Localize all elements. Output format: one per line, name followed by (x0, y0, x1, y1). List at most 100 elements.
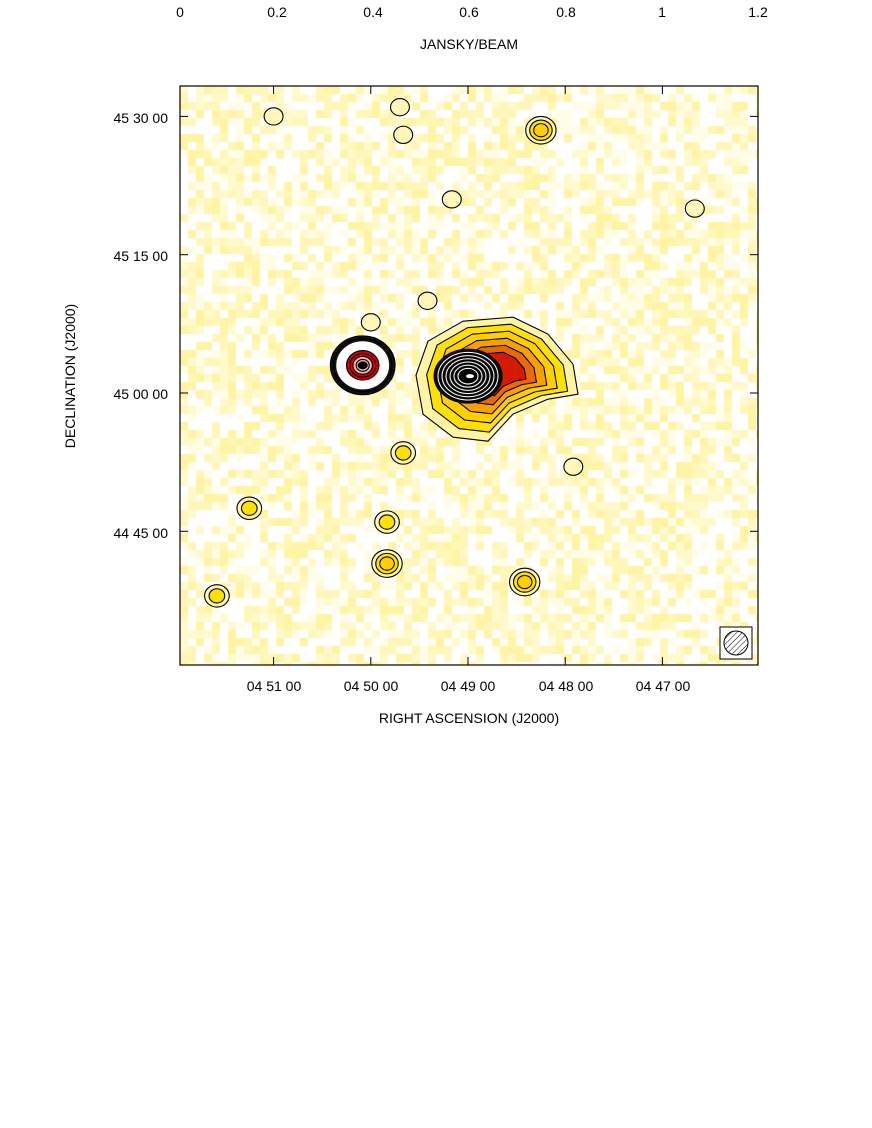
noise-pixel (580, 534, 588, 542)
noise-pixel (740, 502, 748, 510)
noise-pixel (468, 262, 476, 270)
noise-pixel (620, 286, 628, 294)
noise-pixel (572, 86, 580, 94)
noise-pixel (676, 358, 684, 366)
noise-pixel (356, 246, 364, 254)
noise-pixel (340, 606, 348, 614)
noise-pixel (484, 574, 492, 582)
noise-pixel (740, 550, 748, 558)
noise-pixel (324, 110, 332, 118)
noise-pixel (276, 166, 284, 174)
noise-pixel (284, 94, 292, 102)
noise-pixel (428, 606, 436, 614)
noise-pixel (548, 230, 556, 238)
noise-pixel (748, 566, 756, 574)
noise-pixel (404, 366, 412, 374)
noise-pixel (228, 366, 236, 374)
noise-pixel (324, 334, 332, 342)
noise-pixel (708, 286, 716, 294)
noise-pixel (676, 294, 684, 302)
noise-pixel (412, 534, 420, 542)
noise-pixel (188, 262, 196, 270)
noise-pixel (492, 94, 500, 102)
noise-pixel (476, 158, 484, 166)
noise-pixel (628, 366, 636, 374)
noise-pixel (204, 542, 212, 550)
noise-pixel (660, 374, 668, 382)
noise-pixel (268, 238, 276, 246)
noise-pixel (308, 214, 316, 222)
noise-pixel (292, 438, 300, 446)
noise-pixel (452, 110, 460, 118)
noise-pixel (204, 254, 212, 262)
noise-pixel (404, 254, 412, 262)
noise-pixel (364, 430, 372, 438)
noise-pixel (308, 502, 316, 510)
noise-pixel (460, 230, 468, 238)
noise-pixel (332, 534, 340, 542)
noise-pixel (700, 302, 708, 310)
noise-pixel (236, 406, 244, 414)
noise-pixel (516, 102, 524, 110)
noise-pixel (356, 398, 364, 406)
noise-pixel (508, 174, 516, 182)
noise-pixel (324, 262, 332, 270)
noise-pixel (652, 606, 660, 614)
noise-pixel (332, 286, 340, 294)
noise-pixel (348, 494, 356, 502)
noise-pixel (332, 542, 340, 550)
noise-pixel (540, 494, 548, 502)
noise-pixel (708, 566, 716, 574)
noise-pixel (340, 262, 348, 270)
noise-pixel (300, 550, 308, 558)
noise-pixel (204, 158, 212, 166)
noise-pixel (524, 470, 532, 478)
noise-pixel (700, 550, 708, 558)
noise-pixel (244, 598, 252, 606)
noise-pixel (524, 166, 532, 174)
noise-pixel (204, 454, 212, 462)
noise-pixel (692, 262, 700, 270)
noise-pixel (732, 302, 740, 310)
noise-pixel (340, 110, 348, 118)
noise-pixel (468, 310, 476, 318)
noise-pixel (212, 230, 220, 238)
noise-pixel (692, 550, 700, 558)
noise-pixel (612, 174, 620, 182)
noise-pixel (756, 590, 758, 598)
noise-pixel (756, 422, 758, 430)
noise-pixel (580, 510, 588, 518)
noise-pixel (412, 542, 420, 550)
noise-pixel (572, 550, 580, 558)
noise-pixel (332, 470, 340, 478)
noise-pixel (460, 582, 468, 590)
noise-pixel (628, 598, 636, 606)
noise-pixel (540, 478, 548, 486)
noise-pixel (412, 366, 420, 374)
noise-pixel (332, 126, 340, 134)
noise-pixel (412, 470, 420, 478)
noise-pixel (228, 438, 236, 446)
noise-pixel (380, 198, 388, 206)
noise-pixel (596, 198, 604, 206)
noise-pixel (732, 566, 740, 574)
noise-pixel (300, 470, 308, 478)
noise-pixel (348, 262, 356, 270)
noise-pixel (604, 310, 612, 318)
noise-pixel (636, 230, 644, 238)
noise-pixel (628, 574, 636, 582)
noise-pixel (644, 174, 652, 182)
noise-pixel (636, 494, 644, 502)
noise-pixel (588, 550, 596, 558)
noise-pixel (268, 438, 276, 446)
noise-pixel (276, 318, 284, 326)
noise-pixel (340, 526, 348, 534)
noise-pixel (572, 502, 580, 510)
noise-pixel (668, 374, 676, 382)
noise-pixel (604, 438, 612, 446)
noise-pixel (204, 614, 212, 622)
noise-pixel (260, 118, 268, 126)
noise-pixel (212, 150, 220, 158)
noise-pixel (484, 622, 492, 630)
noise-pixel (292, 190, 300, 198)
